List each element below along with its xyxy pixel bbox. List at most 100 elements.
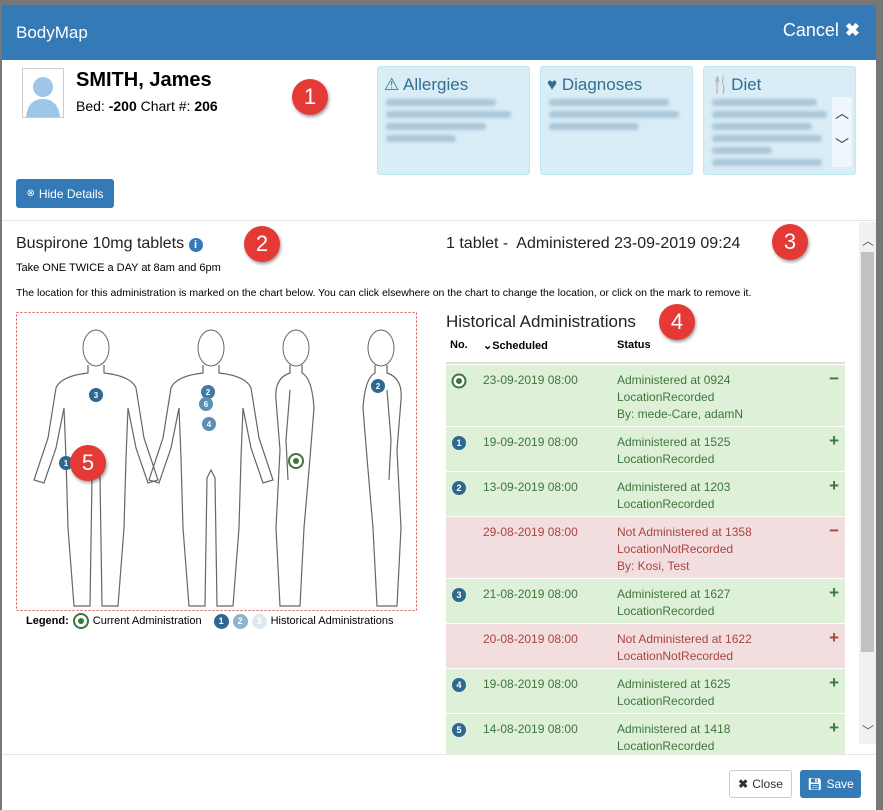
status-line: LocationRecorded xyxy=(617,694,715,708)
scheduled: 19-09-2019 08:00 xyxy=(483,435,578,449)
bed-label: Bed: xyxy=(76,98,105,114)
toggle[interactable]: + xyxy=(829,431,839,450)
diagnoses-card[interactable]: ♥ Diagnoses xyxy=(540,66,693,175)
avatar-icon xyxy=(26,77,60,117)
legend-label: Legend: xyxy=(26,615,69,627)
cancel-button[interactable]: Cancel ✖ xyxy=(783,20,860,41)
status-line: LocationRecorded xyxy=(617,739,715,753)
diet-card[interactable]: 🍴Diet ︿ ﹀ xyxy=(703,66,856,175)
legend-historical: Historical Administrations xyxy=(270,615,394,627)
status-line: Administered at 1203 xyxy=(617,480,731,494)
body-figure xyxy=(148,329,274,607)
status-line: Administered at 1625 xyxy=(617,677,731,691)
toggle[interactable]: + xyxy=(829,583,839,602)
status-line: Not Administered at 1622 xyxy=(617,632,752,646)
dose: 1 tablet - Administered 23-09-2019 09:24 xyxy=(446,235,740,253)
save-label: Save xyxy=(826,777,854,791)
scroll-up[interactable]: ︿ xyxy=(862,234,875,248)
current-icon xyxy=(451,373,467,389)
status-line: Administered at 0924 xyxy=(617,373,731,387)
status-line: By: Kosi, Test xyxy=(617,559,690,573)
scheduled: 23-09-2019 08:00 xyxy=(483,373,578,387)
column-header: No. xyxy=(450,339,468,351)
scroll-down[interactable]: ﹀ xyxy=(862,724,875,738)
chart-number: 206 xyxy=(194,98,218,114)
current-marker-dot xyxy=(293,458,299,464)
card-scroll[interactable]: ︿ ﹀ xyxy=(832,97,852,167)
head xyxy=(197,329,225,367)
save-button[interactable]: 💾︎ Save xyxy=(800,770,861,798)
row-number: 4 xyxy=(452,678,466,692)
close-button[interactable]: ✖ Close xyxy=(729,770,792,798)
body-marker-label: 1 xyxy=(64,459,69,468)
close-label: Close xyxy=(752,777,783,791)
hide-details-label: Hide Details xyxy=(38,186,104,201)
callout: 2 xyxy=(244,226,280,262)
administered-time: Administered 23-09-2019 09:24 xyxy=(516,235,741,252)
body-marker-label: 3 xyxy=(94,391,99,400)
row-number: 5 xyxy=(452,723,466,737)
body-marker xyxy=(199,397,213,411)
body-marker xyxy=(59,456,73,470)
header-rule xyxy=(446,362,845,364)
card-title-text: Diet xyxy=(731,75,762,94)
scheduled: 29-08-2019 08:00 xyxy=(483,525,578,539)
callout: 3 xyxy=(772,224,808,260)
scheduled: 21-08-2019 08:00 xyxy=(483,587,578,601)
body-marker-label: 2 xyxy=(206,388,211,397)
body-map[interactable]: 3 1 2 6 4 2 xyxy=(16,312,417,611)
body-map-border xyxy=(16,312,417,611)
body-marker xyxy=(89,388,103,402)
scrollbar[interactable]: ︿ ﹀ xyxy=(859,222,876,744)
history-row: 5 14-08-2019 08:00 Administered at 1418 Loc… xyxy=(446,713,845,754)
medication-instructions: Take ONE TWICE a DAY at 8am and 6pm xyxy=(16,262,221,274)
status-line: By: mede-Care, adamN xyxy=(617,407,744,421)
body-marker-label: 2 xyxy=(376,382,381,391)
card-title-text: Diagnoses xyxy=(561,75,643,94)
scheduled: 19-08-2019 08:00 xyxy=(483,677,578,691)
history-row: 2 13-09-2019 08:00 Administered at 1203 Loc… xyxy=(446,471,845,517)
body-outline xyxy=(275,365,315,607)
history-title: Historical Administrations xyxy=(446,312,636,331)
legend-sample: 3 xyxy=(251,613,267,629)
column-header[interactable]: ⌄Scheduled xyxy=(483,340,548,352)
legend-sample: 1 xyxy=(213,613,229,629)
callout: 1 xyxy=(292,79,328,115)
scheduled: 14-08-2019 08:00 xyxy=(483,722,578,736)
toggle[interactable]: − xyxy=(829,369,839,388)
body-marker xyxy=(371,379,385,393)
allergies-card[interactable]: ⚠ Allergies xyxy=(377,66,530,175)
body-marker-label: 4 xyxy=(207,420,212,429)
history-row: 29-08-2019 08:00 Not Administered at 1358… xyxy=(446,516,845,579)
scroll-thumb[interactable] xyxy=(861,252,874,652)
card-title-text: Allergies xyxy=(403,75,469,94)
footer-divider xyxy=(2,754,876,755)
legend-sample: 2 xyxy=(232,613,248,629)
toggle[interactable]: + xyxy=(829,673,839,692)
hide-details-button[interactable]: ⊗ Hide Details xyxy=(16,179,114,208)
toggle[interactable]: − xyxy=(829,521,839,540)
history-rows: 23-09-2019 08:00 Administered at 0924 Loca… xyxy=(446,364,845,754)
status-line: LocationNotRecorded xyxy=(617,649,734,663)
scheduled: 13-09-2019 08:00 xyxy=(483,480,578,494)
card-title: ⚠ Allergies xyxy=(384,75,469,94)
callout: 4 xyxy=(659,304,695,340)
bed: -200 xyxy=(108,98,137,114)
cancel-icon: ✖ xyxy=(844,20,860,40)
history-row: 1 19-09-2019 08:00 Administered at 1525 Loc… xyxy=(446,426,845,472)
status-line: LocationRecorded xyxy=(617,604,715,618)
status-line: LocationRecorded xyxy=(617,452,715,466)
history-row: 23-09-2019 08:00 Administered at 0924 Loca… xyxy=(446,364,845,427)
status-line: Not Administered at 1358 xyxy=(617,525,752,539)
toggle[interactable]: + xyxy=(829,628,839,647)
status-line: Administered at 1418 xyxy=(617,722,731,736)
toggle[interactable]: + xyxy=(829,718,839,737)
body-figure xyxy=(275,329,315,607)
patient-name: SMITH, James xyxy=(76,69,212,91)
toggle[interactable]: + xyxy=(829,476,839,495)
head xyxy=(367,329,395,367)
body-marker xyxy=(202,417,216,431)
status-line: Administered at 1525 xyxy=(617,435,731,449)
